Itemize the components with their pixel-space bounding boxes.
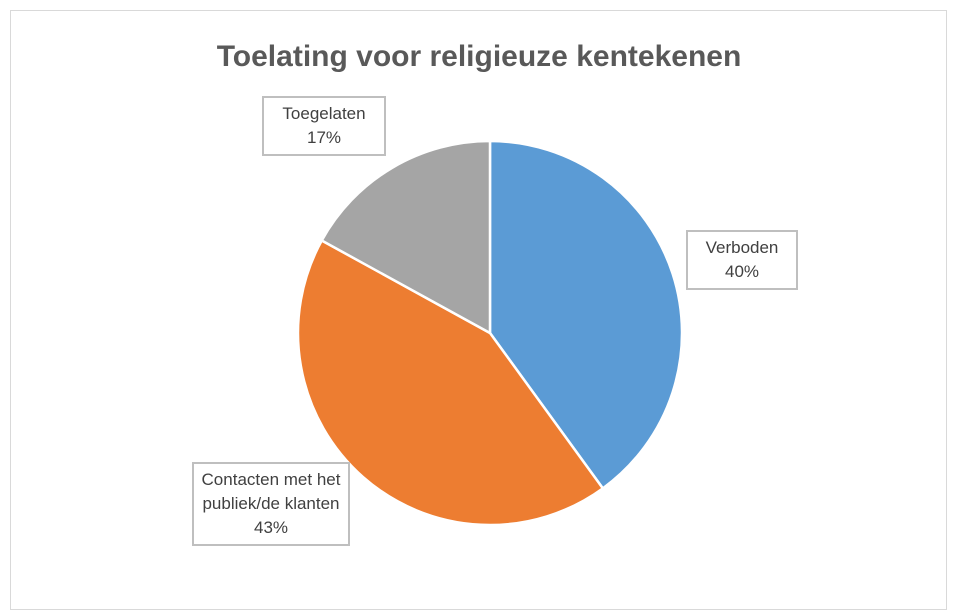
pie-slice (320, 139, 492, 335)
label-category: Contacten met het publiek/de klanten (201, 470, 341, 513)
label-value: 17% (306, 128, 342, 147)
chart: Toelating voor religieuze kentekenen (217, 40, 742, 527)
data-label: Toegelaten 17% (262, 96, 386, 156)
label-category: Toegelaten (282, 104, 366, 123)
pie-slice (296, 239, 605, 527)
label-value: 43% (253, 518, 289, 537)
label-category: Verboden (705, 238, 779, 257)
data-label: Verboden 40% (686, 230, 798, 290)
pie-slice (488, 139, 684, 490)
data-label: Contacten met het publiek/de klanten 43% (192, 462, 350, 546)
chart-title: Toelating voor religieuze kentekenen (217, 40, 742, 73)
label-value: 40% (724, 262, 760, 281)
